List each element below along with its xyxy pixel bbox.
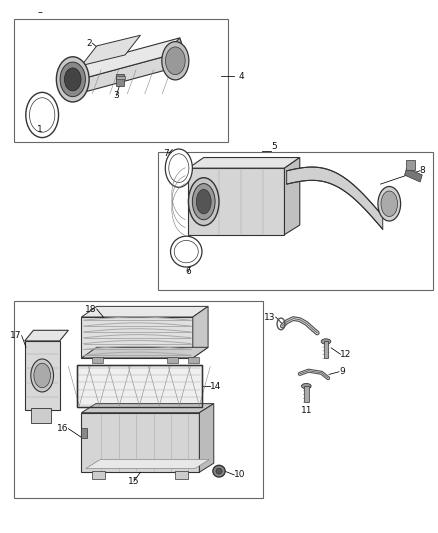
Polygon shape: [77, 365, 201, 407]
Bar: [188, 357, 199, 364]
Text: 10: 10: [234, 471, 246, 479]
Polygon shape: [188, 168, 285, 235]
Ellipse shape: [192, 183, 215, 220]
Text: 4: 4: [239, 71, 244, 80]
Polygon shape: [162, 38, 184, 70]
Polygon shape: [193, 306, 208, 358]
Polygon shape: [68, 51, 184, 96]
Ellipse shape: [169, 154, 189, 182]
Bar: [166, 357, 177, 364]
Ellipse shape: [29, 98, 55, 132]
Bar: [405, 168, 422, 182]
Ellipse shape: [162, 42, 189, 80]
Bar: [158, 152, 433, 290]
Polygon shape: [199, 403, 214, 472]
Bar: [175, 471, 187, 479]
Text: 5: 5: [272, 142, 277, 151]
Ellipse shape: [301, 383, 311, 389]
Ellipse shape: [381, 191, 398, 216]
Text: 18: 18: [85, 304, 97, 313]
Text: 6: 6: [186, 268, 191, 276]
Ellipse shape: [321, 339, 331, 344]
Bar: [14, 301, 263, 498]
Polygon shape: [285, 158, 300, 235]
Ellipse shape: [174, 240, 198, 263]
Polygon shape: [81, 38, 184, 78]
Polygon shape: [25, 330, 68, 341]
Bar: [304, 385, 308, 402]
Polygon shape: [86, 459, 209, 469]
Text: 8: 8: [420, 166, 426, 175]
Ellipse shape: [196, 189, 211, 214]
Text: 7: 7: [163, 149, 169, 158]
Polygon shape: [81, 348, 208, 358]
Bar: [92, 357, 103, 364]
Ellipse shape: [64, 68, 81, 91]
Bar: [117, 74, 124, 86]
Polygon shape: [287, 167, 383, 229]
Text: 9: 9: [339, 367, 345, 376]
Ellipse shape: [170, 236, 202, 267]
Text: 11: 11: [300, 406, 312, 415]
Text: 16: 16: [57, 424, 68, 433]
Bar: [116, 76, 125, 79]
Bar: [324, 341, 328, 359]
Ellipse shape: [188, 177, 219, 225]
Ellipse shape: [60, 62, 85, 96]
Text: 2: 2: [87, 39, 92, 48]
Ellipse shape: [216, 469, 222, 474]
Polygon shape: [25, 341, 60, 410]
Ellipse shape: [31, 359, 53, 392]
Text: 1: 1: [37, 125, 43, 134]
Polygon shape: [188, 158, 300, 168]
Bar: [14, 19, 228, 142]
Bar: [92, 471, 105, 479]
Bar: [81, 428, 87, 438]
Ellipse shape: [165, 149, 192, 187]
Ellipse shape: [26, 92, 59, 138]
Text: 17: 17: [10, 331, 21, 340]
Text: 3: 3: [113, 91, 119, 100]
Text: –: –: [38, 7, 42, 18]
Bar: [406, 160, 415, 169]
Bar: [31, 408, 51, 423]
Ellipse shape: [166, 47, 185, 75]
Ellipse shape: [378, 187, 401, 221]
Text: 12: 12: [340, 350, 352, 359]
Polygon shape: [81, 413, 199, 472]
Bar: [77, 365, 201, 407]
Ellipse shape: [57, 57, 89, 102]
Polygon shape: [81, 317, 193, 358]
Polygon shape: [81, 403, 214, 413]
Ellipse shape: [34, 364, 50, 387]
Polygon shape: [81, 35, 141, 66]
Text: 14: 14: [210, 382, 222, 391]
Text: 15: 15: [128, 477, 140, 486]
Polygon shape: [81, 306, 208, 317]
Ellipse shape: [213, 465, 225, 477]
Text: 13: 13: [264, 312, 276, 321]
